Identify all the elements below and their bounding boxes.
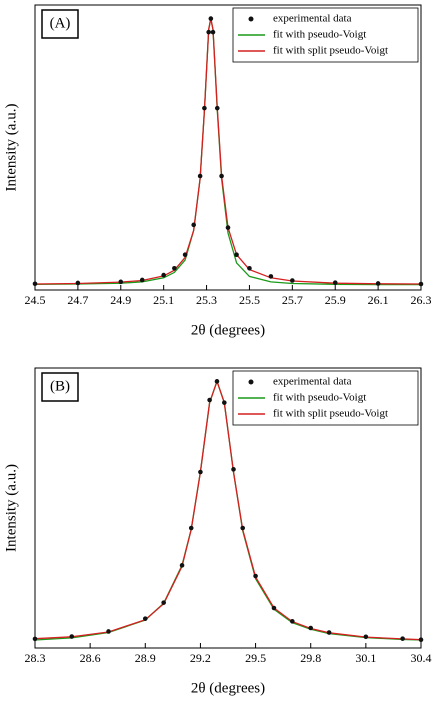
data-point xyxy=(375,281,381,286)
data-point xyxy=(179,563,185,568)
x-tick-label: 25.1 xyxy=(153,293,174,307)
x-tick-label: 25.7 xyxy=(282,293,303,307)
data-point xyxy=(268,274,274,279)
data-point xyxy=(219,173,224,179)
x-tick-label: 29.8 xyxy=(300,651,321,665)
x-tick-label: 25.5 xyxy=(239,293,260,307)
panel-label-box xyxy=(41,372,79,402)
legend-label: fit with split pseudo-Voigt xyxy=(273,45,388,57)
plot-frame xyxy=(34,367,422,649)
x-tick-label: 26.3 xyxy=(411,293,432,307)
data-point xyxy=(363,634,369,640)
data-point xyxy=(326,630,332,635)
data-point xyxy=(214,379,220,384)
legend-label: experimental data xyxy=(273,13,352,25)
data-point xyxy=(234,252,239,258)
legend-marker xyxy=(248,16,254,22)
data-point xyxy=(214,105,220,111)
data-point xyxy=(139,277,145,283)
panel-label: (B) xyxy=(50,378,70,394)
data-point xyxy=(32,636,38,642)
data-point xyxy=(290,278,295,283)
panel-label: (A) xyxy=(50,15,71,31)
data-point xyxy=(161,272,166,278)
y-axis-label: Intensity (a.u.) xyxy=(3,104,19,192)
data-point xyxy=(198,469,203,475)
x-axis-label: 2θ (degrees) xyxy=(191,322,265,338)
x-tick-label: 28.9 xyxy=(135,651,156,665)
x-tick-label: 25.9 xyxy=(325,293,346,307)
data-point xyxy=(253,573,258,579)
data-point xyxy=(210,29,216,35)
legend-label: fit with pseudo-Voigt xyxy=(273,29,366,41)
panel-label-box xyxy=(41,9,79,39)
data-point xyxy=(231,467,236,472)
y-axis-label: Intensity (a.u.) xyxy=(3,464,19,552)
x-tick-label: 30.1 xyxy=(355,651,376,665)
x-tick-label: 24.5 xyxy=(25,293,46,307)
x-tick-label: 29.2 xyxy=(190,651,211,665)
data-point xyxy=(290,619,295,624)
x-tick-label: 26.1 xyxy=(368,293,389,307)
x-tick-label: 24.9 xyxy=(110,293,131,307)
data-point xyxy=(332,280,338,285)
data-point xyxy=(161,600,166,605)
data-point xyxy=(207,397,212,403)
data-point xyxy=(240,525,246,531)
x-tick-label: 30.4 xyxy=(411,651,432,665)
data-point xyxy=(271,605,277,611)
plot-frame xyxy=(34,4,422,291)
data-point xyxy=(418,281,424,287)
legend-marker xyxy=(248,379,254,385)
data-point xyxy=(32,281,38,287)
x-tick-label: 29.5 xyxy=(245,651,266,665)
data-point xyxy=(206,29,211,35)
x-axis-label: 2θ (degrees) xyxy=(191,680,265,696)
x-tick-label: 25.3 xyxy=(196,293,217,307)
data-point xyxy=(202,105,207,111)
x-tick-label: 24.7 xyxy=(67,293,88,307)
data-point xyxy=(418,637,424,643)
data-point xyxy=(247,265,252,271)
data-point xyxy=(222,400,227,405)
data-point xyxy=(191,222,196,228)
data-point xyxy=(142,616,148,621)
x-tick-label: 28.6 xyxy=(80,651,101,665)
data-point xyxy=(208,16,214,21)
data-point xyxy=(400,636,405,641)
legend-label: experimental data xyxy=(273,376,352,388)
data-point xyxy=(69,634,75,639)
data-point xyxy=(182,252,188,258)
x-tick-label: 28.3 xyxy=(25,651,46,665)
data-point xyxy=(75,280,81,286)
data-point xyxy=(106,629,111,634)
data-point xyxy=(225,225,231,230)
legend-label: fit with split pseudo-Voigt xyxy=(273,408,388,420)
data-point xyxy=(118,279,124,285)
data-point xyxy=(308,625,314,631)
legend-label: fit with pseudo-Voigt xyxy=(273,392,366,404)
data-point xyxy=(188,525,194,531)
data-point xyxy=(197,173,203,179)
data-point xyxy=(172,265,177,271)
